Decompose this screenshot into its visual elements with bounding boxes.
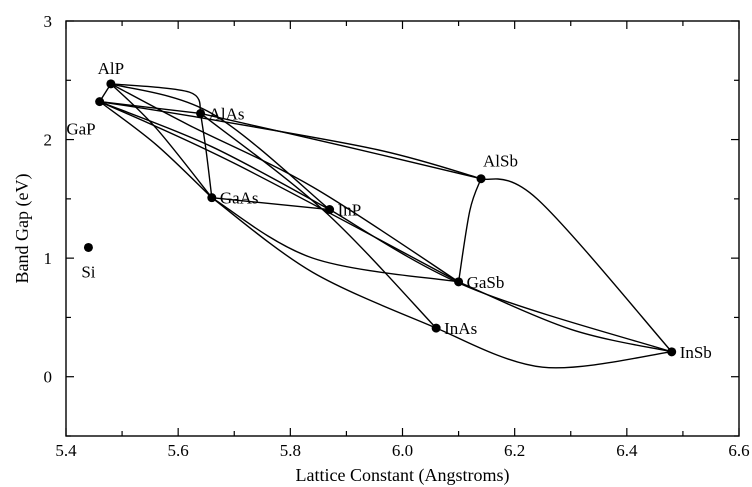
curve-alas-alsb [200, 112, 482, 180]
curve-gap-gaas [99, 101, 213, 199]
point-si [83, 242, 93, 252]
y-axis-title: Band Gap (eV) [12, 174, 33, 284]
point-gap [95, 97, 105, 107]
point-label-gasb: GaSb [467, 273, 505, 292]
curve-alas-gaas [199, 113, 213, 198]
curve-gap-gasb [99, 100, 459, 283]
point-alp [106, 79, 116, 89]
point-label-inp: InP [338, 201, 362, 220]
curve-inp-insb [329, 208, 672, 353]
point-alas [196, 108, 206, 118]
curve-alsb-insb [480, 178, 673, 353]
point-label-inas: InAs [444, 319, 477, 338]
point-label-insb: InSb [680, 343, 712, 362]
x-tick-label: 5.6 [168, 441, 189, 460]
x-tick-label: 6.2 [504, 441, 525, 460]
x-tick-label: 5.4 [55, 441, 77, 460]
point-label-si: Si [81, 262, 95, 281]
x-axis-title: Lattice Constant (Angstroms) [296, 465, 510, 486]
y-tick-label: 1 [44, 249, 53, 268]
y-tick-label: 3 [44, 12, 53, 31]
chart-axes: 5.4 5.6 5.8 6.0 6.2 6.4 6.6 0 1 2 3 [44, 12, 750, 460]
curve-gap-inp [99, 100, 330, 211]
curve-alsb-gasb [457, 178, 482, 282]
point-alsb [476, 174, 486, 184]
y-tick-label: 2 [44, 131, 53, 150]
curve-gaas-inas [211, 197, 437, 329]
y-tick-label: 0 [44, 368, 53, 387]
plot-frame [65, 20, 740, 437]
curve-alas-inas [200, 112, 437, 329]
point-inas [431, 323, 441, 333]
x-tick-label: 6.0 [392, 441, 413, 460]
curve-alp-gaas [110, 83, 213, 199]
curve-gap-alsb [99, 100, 482, 180]
data-points: AlP GaP AlAs GaAs InP AlSb GaSb InAs InSb Si [66, 59, 711, 362]
point-label-alas: AlAs [209, 104, 245, 123]
curve-gaas-inp [211, 196, 330, 211]
point-label-alp: AlP [98, 59, 124, 78]
point-inp [325, 205, 335, 215]
curve-inas-insb [435, 327, 672, 369]
point-gaas [207, 193, 217, 203]
curve-gaas-gasb [211, 197, 459, 283]
curve-alp-alas [110, 83, 202, 114]
point-label-alsb: AlSb [483, 152, 518, 171]
point-label-gaas: GaAs [220, 189, 259, 208]
curve-alp-inp [110, 83, 331, 211]
x-tick-label: 5.8 [280, 441, 301, 460]
point-label-gap: GaP [66, 120, 95, 139]
x-tick-label: 6.4 [616, 441, 638, 460]
connecting-curves [99, 83, 673, 369]
curve-gasb-insb [458, 281, 672, 353]
x-tick-label: 6.6 [728, 441, 749, 460]
point-insb [667, 347, 677, 357]
curve-alp-gasb [110, 83, 459, 283]
point-gasb [454, 277, 464, 287]
